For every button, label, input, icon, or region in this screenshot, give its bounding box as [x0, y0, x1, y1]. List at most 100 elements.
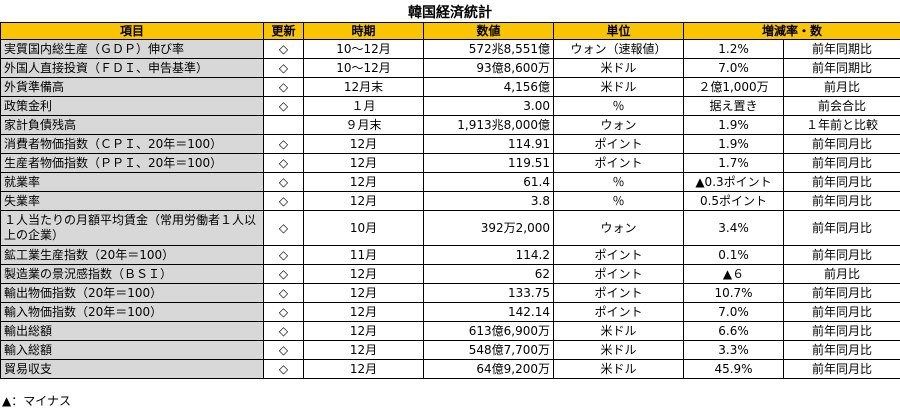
- cell-update: ◇: [263, 283, 304, 303]
- cell-item: 輸出総額: [0, 321, 264, 341]
- cell-unit: 米ドル: [553, 58, 684, 78]
- cell-value: 64億9,200万: [423, 359, 554, 379]
- table-row: 輸入総額 ◇ 12月 548億7,700万 米ドル 3.3% 前年同月比: [0, 340, 900, 360]
- cell-period: 12月: [303, 191, 424, 211]
- table-row: １人当たりの月額平均賃金（常用労働者１人以上の企業） ◇ 10月 392万2,000 ウ…: [0, 210, 900, 246]
- cell-note: 前年同月比: [782, 283, 900, 303]
- cell-period: 12月: [303, 153, 424, 173]
- cell-value: 93億8,600万: [423, 58, 554, 78]
- cell-value: 119.51: [423, 153, 554, 173]
- cell-rate: ▲６: [683, 264, 784, 284]
- cell-note: 前年同月比: [782, 359, 900, 379]
- cell-rate: 10.7%: [683, 283, 784, 303]
- cell-update: ◇: [263, 340, 304, 360]
- cell-item: 消費者物価指数（ＣＰＩ、20年＝100）: [0, 134, 264, 154]
- cell-value: 3.8: [423, 191, 554, 211]
- cell-value: 114.91: [423, 134, 554, 154]
- cell-value: 1,913兆8,000億: [423, 115, 554, 135]
- table-row: 外貨準備高 ◇ 12月末 4,156億 米ドル ２億1,000万 前月比: [0, 77, 900, 97]
- cell-unit: ポイント: [553, 153, 684, 173]
- cell-unit: 米ドル: [553, 321, 684, 341]
- cell-rate: 1.2%: [683, 39, 784, 59]
- cell-unit: ポイント: [553, 302, 684, 322]
- cell-rate: 3.3%: [683, 340, 784, 360]
- table-row: 輸出物価指数（20年＝100） ◇ 12月 133.75 ポイント 10.7% 前年同月比: [0, 283, 900, 303]
- cell-unit: ウォン（速報値）: [553, 39, 684, 59]
- cell-unit: ポイント: [553, 283, 684, 303]
- cell-period: 12月: [303, 302, 424, 322]
- header-period: 時期: [303, 22, 424, 40]
- cell-rate: 1.9%: [683, 134, 784, 154]
- cell-item: 輸入総額: [0, 340, 264, 360]
- table-row: 生産者物価指数（ＰＰＩ、20年＝100） ◇ 12月 119.51 ポイント 1.7% 前年…: [0, 153, 900, 173]
- cell-update: ◇: [263, 58, 304, 78]
- cell-rate: 45.9%: [683, 359, 784, 379]
- cell-item: 実質国内総生産（ＧＤＰ）伸び率: [0, 39, 264, 59]
- cell-period: 10〜12月: [303, 58, 424, 78]
- cell-rate: 3.4%: [683, 210, 784, 246]
- header-item: 項目: [0, 22, 264, 40]
- cell-item: １人当たりの月額平均賃金（常用労働者１人以上の企業）: [0, 210, 264, 246]
- cell-update: ◇: [263, 302, 304, 322]
- cell-period: 12月: [303, 264, 424, 284]
- table-row: 製造業の景況感指数（ＢＳＩ） ◇ 12月 62 ポイント ▲６ 前月比: [0, 264, 900, 284]
- cell-item: 失業率: [0, 191, 264, 211]
- cell-period: 12月: [303, 283, 424, 303]
- footnote: ▲：マイナス: [2, 394, 71, 408]
- cell-update: ◇: [263, 172, 304, 192]
- cell-update: ◇: [263, 153, 304, 173]
- table-row: 失業率 ◇ 12月 3.8 ％ 0.5ポイント 前年同月比: [0, 191, 900, 211]
- cell-rate: 7.0%: [683, 58, 784, 78]
- cell-period: 12月: [303, 340, 424, 360]
- cell-period: ９月末: [303, 115, 424, 135]
- table-row: 実質国内総生産（ＧＤＰ）伸び率 ◇ 10〜12月 572兆8,551億 ウォン（速報値）…: [0, 39, 900, 59]
- cell-update: ◇: [263, 210, 304, 246]
- header-row: 項目 更新 時期 数値 単位 増減率・数: [0, 22, 900, 40]
- cell-rate: 据え置き: [683, 96, 784, 116]
- cell-unit: ウォン: [553, 115, 684, 135]
- cell-item: 外貨準備高: [0, 77, 264, 97]
- cell-value: 613億6,900万: [423, 321, 554, 341]
- cell-period: 12月末: [303, 77, 424, 97]
- cell-period: 12月: [303, 359, 424, 379]
- cell-period: 12月: [303, 134, 424, 154]
- cell-note: 前年同月比: [782, 321, 900, 341]
- cell-item: 就業率: [0, 172, 264, 192]
- cell-note: 前年同月比: [782, 210, 900, 246]
- table-row: 家計負債残高 ９月末 1,913兆8,000億 ウォン 1.9% １年前と比較: [0, 115, 900, 135]
- cell-item: 政策金利: [0, 96, 264, 116]
- cell-update: ◇: [263, 264, 304, 284]
- cell-update: ◇: [263, 359, 304, 379]
- cell-unit: ポイント: [553, 245, 684, 265]
- cell-value: 4,156億: [423, 77, 554, 97]
- cell-item: 貿易収支: [0, 359, 264, 379]
- cell-rate: 1.9%: [683, 115, 784, 135]
- cell-item: 生産者物価指数（ＰＰＩ、20年＝100）: [0, 153, 264, 173]
- cell-update: [263, 115, 304, 135]
- header-update: 更新: [263, 22, 304, 40]
- cell-period: 10〜12月: [303, 39, 424, 59]
- cell-rate: 7.0%: [683, 302, 784, 322]
- cell-note: 前年同月比: [782, 191, 900, 211]
- cell-item: 家計負債残高: [0, 115, 264, 135]
- cell-period: １月: [303, 96, 424, 116]
- header-unit: 単位: [553, 22, 684, 40]
- cell-unit: 米ドル: [553, 77, 684, 97]
- cell-note: 前月比: [782, 77, 900, 97]
- cell-item: 製造業の景況感指数（ＢＳＩ）: [0, 264, 264, 284]
- page-title: 韓国経済統計: [408, 5, 492, 21]
- cell-rate: 0.1%: [683, 245, 784, 265]
- cell-unit: ウォン: [553, 210, 684, 246]
- table-row: 消費者物価指数（ＣＰＩ、20年＝100） ◇ 12月 114.91 ポイント 1.9% 前年…: [0, 134, 900, 154]
- cell-update: ◇: [263, 321, 304, 341]
- cell-note: 前会合比: [782, 96, 900, 116]
- cell-value: 572兆8,551億: [423, 39, 554, 59]
- cell-value: 142.14: [423, 302, 554, 322]
- cell-unit: ポイント: [553, 134, 684, 154]
- cell-value: 61.4: [423, 172, 554, 192]
- cell-item: 輸入物価指数（20年＝100）: [0, 302, 264, 322]
- cell-period: 12月: [303, 321, 424, 341]
- table-row: 貿易収支 ◇ 12月 64億9,200万 米ドル 45.9% 前年同月比: [0, 359, 900, 379]
- cell-note: 前年同月比: [782, 172, 900, 192]
- cell-value: 114.2: [423, 245, 554, 265]
